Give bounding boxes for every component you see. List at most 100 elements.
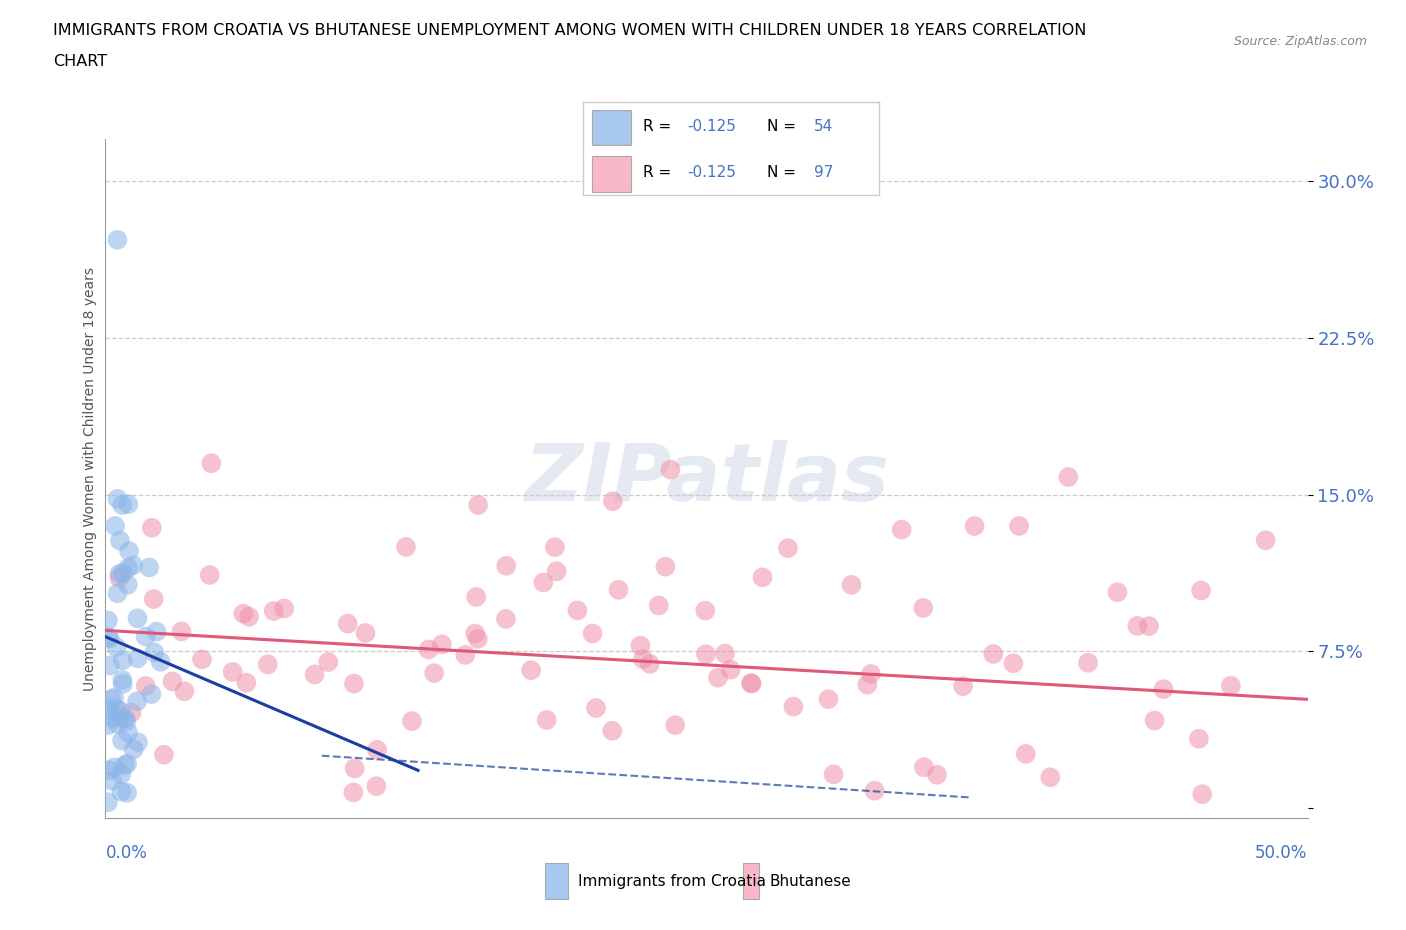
Point <box>122 742 145 757</box>
Point <box>107 491 129 506</box>
Point <box>108 710 131 724</box>
Point <box>101 711 124 725</box>
Point <box>1188 731 1211 746</box>
Point <box>273 601 295 616</box>
Point <box>1008 519 1031 534</box>
Point <box>108 570 131 585</box>
Point <box>235 675 257 690</box>
Text: R =: R = <box>643 119 676 134</box>
Point <box>343 676 366 691</box>
Point <box>198 567 221 582</box>
Point <box>125 694 148 709</box>
Point <box>863 783 886 798</box>
Point <box>127 651 149 666</box>
Point <box>191 652 214 667</box>
Point <box>342 785 364 800</box>
Point <box>581 626 603 641</box>
Point <box>110 784 132 799</box>
Point <box>1077 656 1099 671</box>
Point <box>600 724 623 738</box>
Point <box>1039 770 1062 785</box>
Point <box>1143 713 1166 728</box>
Point <box>105 640 128 655</box>
Text: IMMIGRANTS FROM CROATIA VS BHUTANESE UNEMPLOYMENT AMONG WOMEN WITH CHILDREN UNDE: IMMIGRANTS FROM CROATIA VS BHUTANESE UNE… <box>53 23 1087 38</box>
Point <box>114 758 136 773</box>
Point <box>97 702 120 717</box>
Point <box>115 756 138 771</box>
Point <box>912 760 935 775</box>
Point <box>963 519 986 534</box>
Point <box>859 667 882 682</box>
Point <box>1057 470 1080 485</box>
Point <box>454 647 477 662</box>
Point <box>890 522 912 537</box>
Point <box>567 603 589 618</box>
Text: R =: R = <box>643 166 676 180</box>
Point <box>631 652 654 667</box>
Point <box>1219 678 1241 693</box>
Point <box>638 657 661 671</box>
Text: N =: N = <box>766 119 800 134</box>
Point <box>98 658 121 672</box>
Point <box>107 232 129 247</box>
Point <box>856 677 879 692</box>
FancyBboxPatch shape <box>742 863 759 899</box>
Point <box>200 456 222 471</box>
Point <box>316 655 339 670</box>
Point <box>841 578 863 592</box>
Point <box>256 657 278 671</box>
Point <box>173 684 195 698</box>
Point <box>121 705 143 720</box>
Point <box>97 795 120 810</box>
Point <box>145 624 167 639</box>
Point <box>465 590 488 604</box>
Point <box>97 718 120 733</box>
Point <box>107 716 129 731</box>
Text: 50.0%: 50.0% <box>1256 844 1308 861</box>
Text: -0.125: -0.125 <box>688 166 735 180</box>
Point <box>111 498 134 512</box>
Point <box>1153 682 1175 697</box>
Point <box>142 591 165 606</box>
Point <box>430 637 453 652</box>
Y-axis label: Unemployment Among Women with Children Under 18 years: Unemployment Among Women with Children U… <box>83 267 97 691</box>
Point <box>817 692 839 707</box>
FancyBboxPatch shape <box>592 156 631 192</box>
Point <box>118 544 141 559</box>
Point <box>100 692 122 707</box>
Point <box>628 638 651 653</box>
Point <box>354 626 377 641</box>
Point <box>98 631 121 645</box>
Point <box>520 663 543 678</box>
Point <box>366 742 388 757</box>
Point <box>659 462 682 477</box>
Point <box>221 664 243 679</box>
Point <box>544 539 567 554</box>
Point <box>467 631 489 646</box>
Point <box>401 713 423 728</box>
Point <box>149 655 172 670</box>
Point <box>117 561 139 576</box>
Point <box>464 626 486 641</box>
Text: Immigrants from Croatia: Immigrants from Croatia <box>578 873 766 889</box>
Point <box>114 711 136 725</box>
Point <box>107 586 129 601</box>
Point <box>981 646 1004 661</box>
Point <box>707 671 730 685</box>
Point <box>111 653 134 668</box>
Point <box>263 604 285 618</box>
Point <box>104 519 127 534</box>
Point <box>141 686 163 701</box>
Point <box>117 725 139 740</box>
Point <box>162 674 184 689</box>
Text: 0.0%: 0.0% <box>105 844 148 861</box>
Point <box>117 497 139 512</box>
Point <box>115 714 138 729</box>
Point <box>695 604 717 618</box>
Point <box>536 712 558 727</box>
Point <box>366 778 388 793</box>
Text: ZIPatlas: ZIPatlas <box>524 440 889 518</box>
Point <box>648 598 671 613</box>
Point <box>925 767 948 782</box>
Point <box>952 679 974 694</box>
